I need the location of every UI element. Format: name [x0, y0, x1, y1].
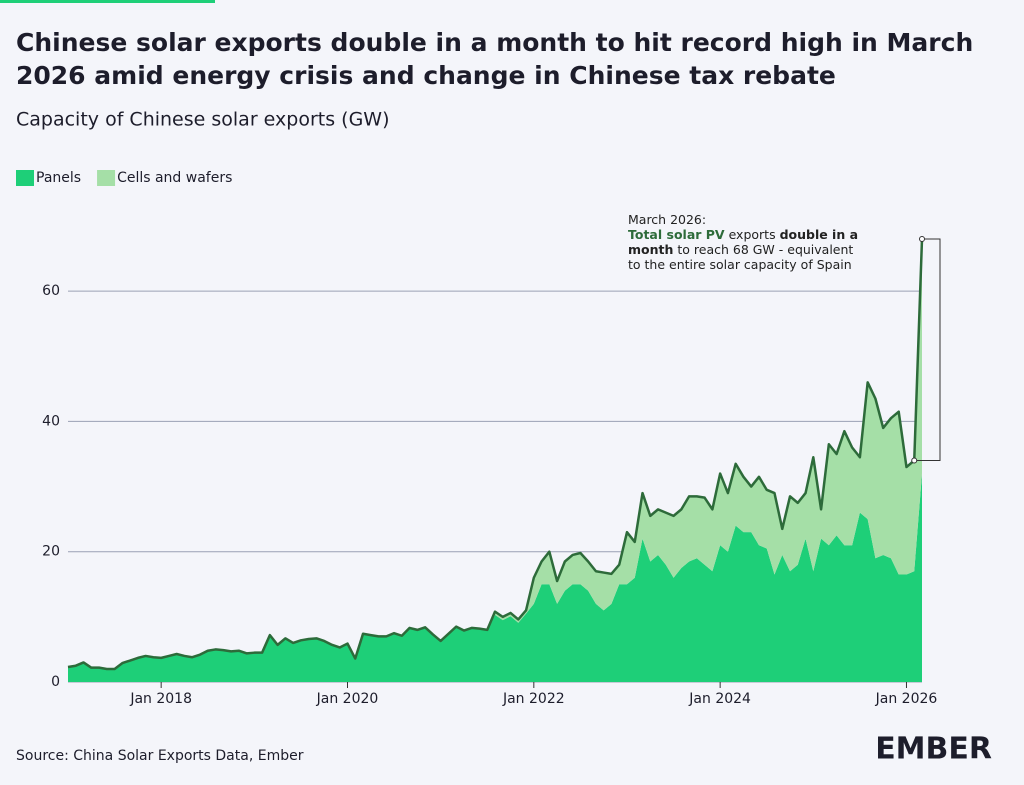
legend-swatch	[16, 170, 34, 186]
x-tick-label: Jan 2018	[129, 691, 192, 707]
total-outline	[67, 238, 924, 671]
annotation-title: March 2026:	[628, 212, 707, 227]
logo: EMBER	[875, 732, 992, 767]
x-tick-label: Jan 2020	[316, 691, 379, 707]
legend-swatch	[97, 170, 116, 186]
top-accent	[0, 0, 215, 3]
annotation-text: exports	[724, 227, 780, 242]
source: Source: China Solar Exports Data, Ember	[16, 748, 304, 764]
annotation-line: month to reach 68 GW - equivalent	[628, 242, 858, 257]
chart-subtitle: Capacity of Chinese solar exports (GW)	[16, 109, 390, 131]
x-tick-label: Jan 2024	[688, 691, 751, 707]
chart-title: Chinese solar exports double in a month …	[16, 28, 973, 57]
marker	[911, 457, 918, 464]
annotation-text: Total solar PV	[628, 227, 725, 242]
y-tick-label: 0	[51, 674, 60, 690]
x-tick-label: Jan 2026	[875, 691, 938, 707]
y-tick-label: 20	[42, 544, 60, 560]
annotation-text: double in a	[779, 227, 859, 242]
annotation-text: to the entire solar capacity of Spain	[628, 257, 852, 272]
area	[68, 239, 922, 669]
y-tick-label: 60	[42, 283, 60, 299]
annotation: March 2026: Total solar PV exports doubl…	[628, 212, 858, 272]
bracket	[914, 238, 941, 462]
marker	[919, 236, 925, 243]
legend-label: Cells and wafers	[117, 170, 232, 186]
annotation-line: to the entire solar capacity of Spain	[628, 257, 858, 272]
x-tick-label: Jan 2022	[502, 691, 565, 707]
annotation-text: to reach 68 GW - equivalent	[673, 242, 854, 257]
y-tick-label: 40	[42, 413, 60, 429]
chart-title: 2026 amid energy crisis and change in Ch…	[16, 61, 836, 90]
annotation-line: Total solar PV exports double in a	[628, 227, 858, 242]
annotation-text: month	[628, 242, 674, 257]
legend-label: Panels	[36, 170, 81, 186]
area	[68, 473, 922, 682]
